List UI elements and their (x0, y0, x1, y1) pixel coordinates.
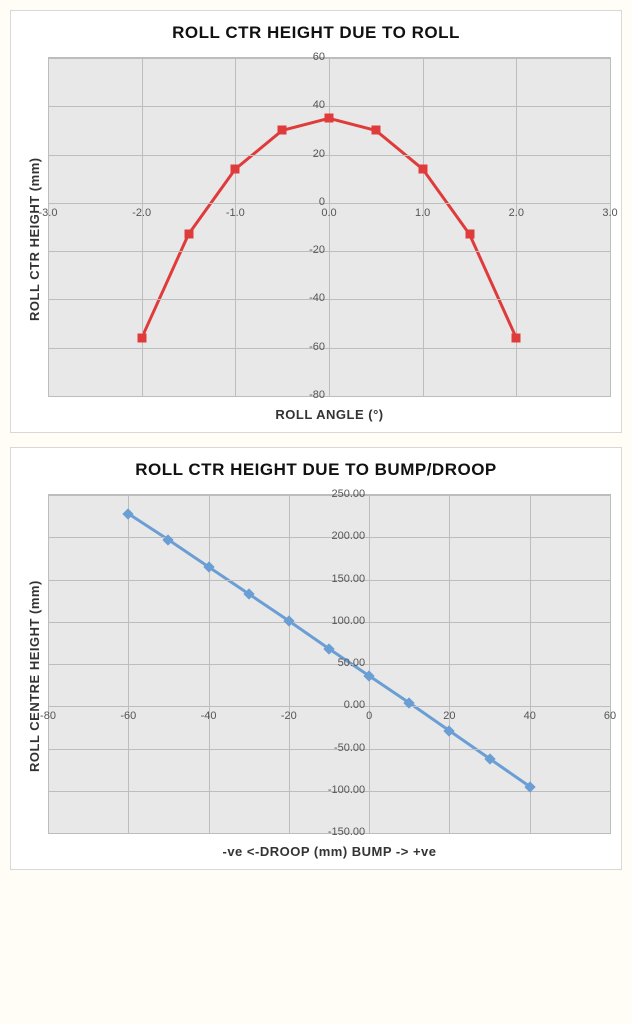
gridline-v (289, 495, 290, 833)
gridline-v (610, 58, 611, 396)
ytick-label: 100.00 (332, 615, 366, 627)
chart-panel-bump: ROLL CTR HEIGHT DUE TO BUMP/DROOP ROLL C… (10, 447, 622, 870)
ytick-label: -50.00 (334, 742, 365, 754)
chart1-plot-area: -80-60-40-200204060-3.0-2.0-1.00.01.02.0… (48, 57, 611, 397)
gridline-h (48, 749, 610, 750)
gridline-h (48, 622, 610, 623)
gridline-h (48, 495, 610, 496)
xtick-label: -80 (40, 710, 56, 722)
xtick-label: -2.0 (132, 207, 151, 219)
xtick-label: 20 (443, 710, 455, 722)
ytick-label: 200.00 (332, 530, 366, 542)
ytick-label: 0.00 (344, 699, 365, 711)
ytick-label: -60 (309, 341, 325, 353)
chart2-body: ROLL CENTRE HEIGHT (mm) -150.00 -100.00 -5… (21, 494, 611, 859)
xtick-label: 0 (366, 710, 372, 722)
gridline-h (48, 664, 610, 665)
xtick-label: -3.0 (39, 207, 58, 219)
xtick-label: 0.0 (321, 207, 336, 219)
xtick-label: -40 (201, 710, 217, 722)
gridline-v (369, 495, 370, 833)
ytick-label: 40 (313, 99, 325, 111)
gridline-h (48, 706, 610, 707)
chart2-ylabel: ROLL CENTRE HEIGHT (mm) (21, 494, 48, 859)
xtick-label: 1.0 (415, 207, 430, 219)
ytick-label: -150.00 (328, 826, 365, 838)
data-marker (512, 334, 521, 343)
ytick-label: -100.00 (328, 784, 365, 796)
chart1-body: ROLL CTR HEIGHT (mm) -80-60-40-200204060… (21, 57, 611, 422)
chart2-plot-area: -150.00-100.00-50.000.0050.00100.00150.0… (48, 494, 611, 834)
ytick-label: 150.00 (332, 573, 366, 585)
xtick-label: -60 (120, 710, 136, 722)
xtick-label: 3.0 (602, 207, 617, 219)
gridline-h (48, 537, 610, 538)
gridline-v (48, 495, 49, 833)
chart2-xlabel: -ve <-DROOP (mm) BUMP -> +ve (48, 844, 611, 859)
gridline-v (516, 58, 517, 396)
gridline-v (449, 495, 450, 833)
ytick-label: 60 (313, 51, 325, 63)
data-marker (418, 165, 427, 174)
data-marker (278, 126, 287, 135)
data-marker (184, 230, 193, 239)
chart1-title: ROLL CTR HEIGHT DUE TO ROLL (21, 23, 611, 43)
gridline-v (48, 58, 49, 396)
ytick-label: -20 (309, 244, 325, 256)
ytick-label: -40 (309, 292, 325, 304)
chart2-title: ROLL CTR HEIGHT DUE TO BUMP/DROOP (21, 460, 611, 480)
chart1-xlabel: ROLL ANGLE (°) (48, 407, 611, 422)
data-marker (371, 126, 380, 135)
data-marker (231, 165, 240, 174)
ytick-label: -80 (309, 389, 325, 401)
data-marker (325, 114, 334, 123)
gridline-v (128, 495, 129, 833)
gridline-v (209, 495, 210, 833)
gridline-h (48, 396, 610, 397)
chart-panel-roll: ROLL CTR HEIGHT DUE TO ROLL ROLL CTR HEI… (10, 10, 622, 433)
ytick-label: 250.00 (332, 488, 366, 500)
gridline-v (329, 58, 330, 396)
data-marker (465, 230, 474, 239)
xtick-label: 2.0 (509, 207, 524, 219)
xtick-label: 40 (524, 710, 536, 722)
gridline-v (235, 58, 236, 396)
chart1-ylabel: ROLL CTR HEIGHT (mm) (21, 57, 48, 422)
xtick-label: 60 (604, 710, 616, 722)
ytick-label: 20 (313, 148, 325, 160)
ytick-label: 50.00 (338, 657, 366, 669)
gridline-v (423, 58, 424, 396)
gridline-v (142, 58, 143, 396)
xtick-label: -20 (281, 710, 297, 722)
gridline-h (48, 580, 610, 581)
data-marker (137, 334, 146, 343)
gridline-v (610, 495, 611, 833)
xtick-label: -1.0 (226, 207, 245, 219)
